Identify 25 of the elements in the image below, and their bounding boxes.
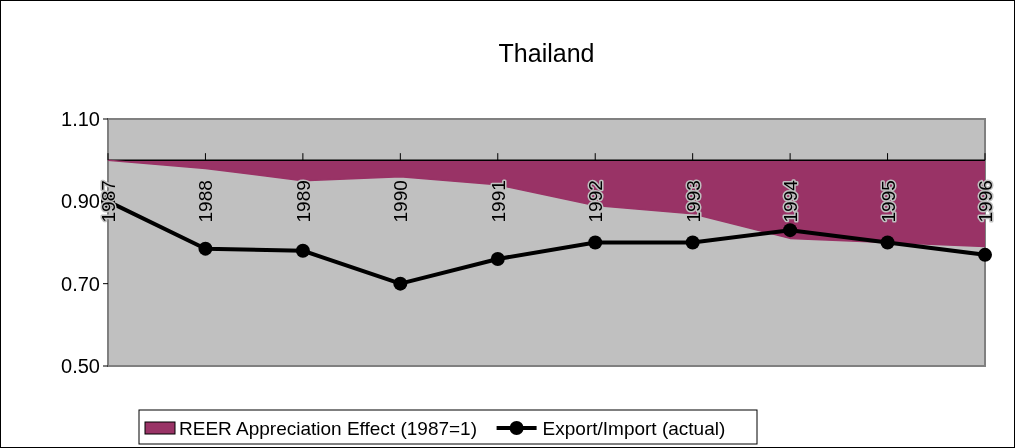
y-tick-label: 0.90 xyxy=(61,190,100,213)
x-tick-label: 1989 xyxy=(292,180,314,223)
point xyxy=(198,241,213,256)
x-tick-label: 1990 xyxy=(390,180,412,223)
chart-title: Thailand xyxy=(498,39,595,67)
y-tick-label: 0.70 xyxy=(61,272,100,295)
x-tick-label: 1994 xyxy=(780,179,802,223)
point xyxy=(685,235,700,250)
point xyxy=(783,223,798,238)
point xyxy=(393,276,408,291)
legend-label: REER Appreciation Effect (1987=1) xyxy=(179,417,478,439)
point xyxy=(490,251,505,266)
x-tick-label: 1988 xyxy=(195,180,217,223)
x-tick-label: 1992 xyxy=(585,180,607,223)
point xyxy=(978,247,992,262)
legend-label: Export/Import (actual) xyxy=(542,417,726,439)
x-tick-label: 1996 xyxy=(975,180,996,223)
y-tick-label: 0.50 xyxy=(61,355,100,377)
point xyxy=(880,235,895,250)
point xyxy=(295,243,310,258)
x-tick-label: 1993 xyxy=(682,180,704,223)
x-tick-label: 1995 xyxy=(877,180,899,223)
y-tick-label: 1.10 xyxy=(61,108,100,130)
point xyxy=(588,235,603,250)
x-tick-label: 1991 xyxy=(487,180,509,223)
